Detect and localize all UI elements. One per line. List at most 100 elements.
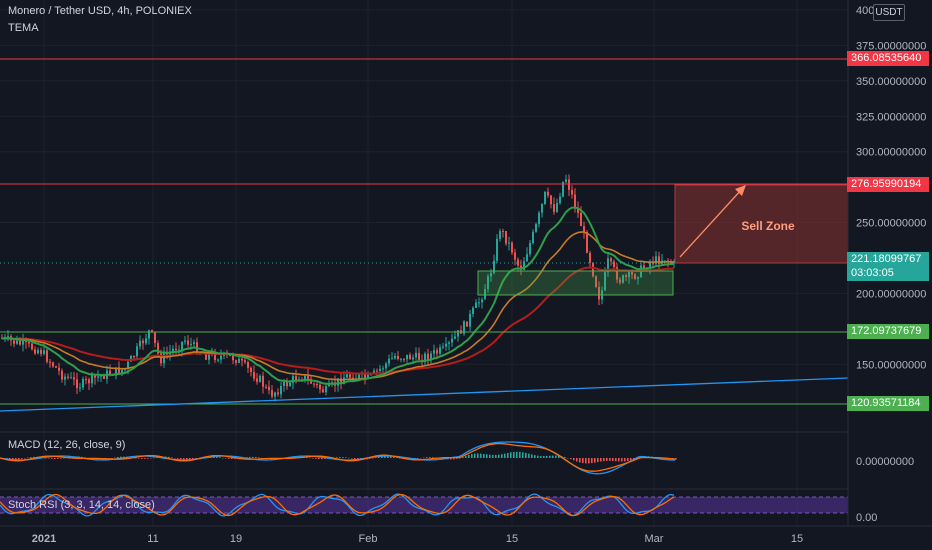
candle-body [265,386,267,388]
candle-body [268,386,270,391]
macd-hist-bar [492,454,494,458]
macd-hist-bar [630,458,632,461]
candle-body [607,258,609,273]
candle-body [595,276,597,287]
macd-hist-bar [534,455,536,458]
macd-hist-bar [543,456,545,458]
macd-hist-bar [609,458,611,461]
candle-body [16,340,18,344]
candle-body [31,343,33,350]
consolidation-box[interactable] [477,270,674,296]
candle-body [559,196,561,204]
candle-body [541,203,543,213]
candle-body [259,375,261,382]
macd-hist-bar [12,458,14,460]
candle-body [172,348,174,352]
macd-hist-bar [483,453,485,458]
macd-hist-bar [351,458,353,459]
candle-body [535,223,537,232]
stoch-rsi-pane-label[interactable]: Stoch RSI (3, 3, 14, 14, close) [8,499,155,511]
price-tag-366[interactable]: 366.08535640 [847,51,929,66]
candle-body [274,392,276,397]
candle-body [49,361,51,363]
rising-trendline[interactable] [0,377,849,412]
macd-hist-bar [48,458,50,459]
candle-body [118,367,120,374]
candle-body [556,203,558,212]
candle-body [526,254,528,262]
macd-hist-bar [252,456,254,458]
macd-hist-bar [387,455,389,458]
macd-hist-bar [342,457,344,458]
candle-body [547,191,549,196]
macd-hist-bar [249,456,251,458]
macd-hist-bar [480,453,482,458]
candle-body [232,355,234,361]
macd-hist-bar [315,458,317,459]
macd-hist-bar [177,458,179,459]
macd-hist-bar [258,457,260,458]
macd-hist-bar [513,451,515,458]
macd-signal-line [0,442,676,472]
indicator-label-tema[interactable]: TEMA [8,22,39,34]
price-tag-172[interactable]: 172.09737679 [847,324,929,339]
macd-hist-bar [183,458,185,460]
macd-hist-bar [570,458,572,460]
price-tick-label: 250.00000000 [856,218,926,230]
macd-hist-bar [150,458,152,459]
ema-red-line [2,266,675,375]
candle-body [364,372,366,378]
macd-hist-bar [24,458,26,459]
candle-body [457,330,459,337]
candle-body [193,342,195,344]
candle-body [292,376,294,383]
price-tick-label: 325.00000000 [856,111,926,123]
time-axis[interactable] [0,526,932,550]
macd-hist-bar [468,454,470,458]
candle-body [397,355,399,360]
candle-body [328,383,330,387]
candle-body [82,378,84,388]
candle-body [283,381,285,387]
candle-body [109,370,111,375]
macd-hist-bar [555,455,557,458]
candle-body [175,348,177,351]
sell-zone-arrow[interactable] [679,188,743,258]
macd-hist-bar [621,458,623,462]
macd-pane-label[interactable]: MACD (12, 26, close, 9) [8,439,126,451]
macd-hist-bar [168,456,170,458]
macd-hist-bar [186,458,188,461]
candle-body [238,358,240,363]
candle-body [22,340,24,345]
price-tag-120[interactable]: 120.93571184 [847,396,929,411]
macd-hist-bar [585,458,587,464]
macd-hist-bar [21,458,23,459]
candle-body [655,256,657,264]
candle-body [184,340,186,342]
candle-body [628,272,630,277]
macd-hist-bar [498,454,500,458]
price-tag-276[interactable]: 276.95990194 [847,177,929,192]
macd-hist-bar [114,457,116,459]
price-tag-current[interactable]: 221.18099767 [847,252,929,267]
currency-button[interactable]: USDT [873,4,905,21]
macd-hist-bar [573,458,575,461]
symbol-title[interactable]: Monero / Tether USD, 4h, POLONIEX [8,5,192,17]
candle-body [151,330,153,332]
candle-body [136,346,138,357]
candle-body [448,342,450,344]
candle-body [307,375,309,379]
sell-zone-box[interactable] [674,184,849,264]
candle-body [208,354,210,360]
candle-body [466,321,468,327]
candle-body [79,387,81,389]
macd-hist-bar [501,454,503,458]
candle-body [295,376,297,381]
macd-hist-bar [171,457,173,458]
candle-body [43,350,45,354]
candle-body [73,377,75,380]
candle-body [133,356,135,358]
candle-body [523,261,525,270]
macd-hist-bar [396,457,398,459]
